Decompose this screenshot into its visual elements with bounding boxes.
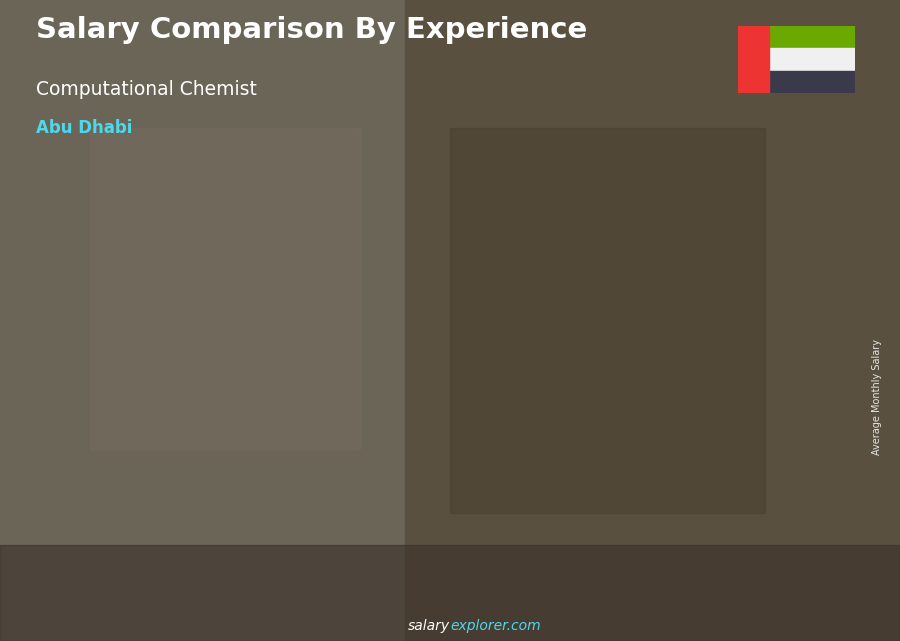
- Polygon shape: [389, 383, 405, 590]
- Bar: [738, 26, 855, 48]
- Bar: [450, 128, 765, 513]
- Bar: [0, 545, 900, 641]
- Bar: [405, 0, 900, 641]
- Text: 28,700 AED: 28,700 AED: [323, 374, 397, 387]
- FancyBboxPatch shape: [68, 476, 140, 590]
- Text: +9%: +9%: [518, 256, 560, 274]
- Polygon shape: [637, 316, 653, 590]
- Text: +30%: +30%: [264, 305, 318, 324]
- FancyBboxPatch shape: [441, 349, 513, 590]
- Bar: [90, 128, 360, 449]
- Text: 37,900 AED: 37,900 AED: [571, 310, 644, 322]
- Polygon shape: [761, 301, 777, 590]
- FancyBboxPatch shape: [193, 437, 265, 590]
- Polygon shape: [441, 339, 529, 349]
- Text: Average Monthly Salary: Average Monthly Salary: [872, 340, 883, 455]
- Text: 16,400 AED: 16,400 AED: [75, 459, 148, 472]
- Text: +5%: +5%: [642, 249, 684, 267]
- Text: Computational Chemist: Computational Chemist: [36, 80, 256, 99]
- Text: +34%: +34%: [140, 356, 194, 374]
- FancyBboxPatch shape: [565, 326, 637, 590]
- Polygon shape: [317, 383, 405, 390]
- Bar: [0, 0, 405, 641]
- Polygon shape: [265, 430, 281, 590]
- Text: Salary Comparison By Experience: Salary Comparison By Experience: [36, 16, 587, 44]
- Polygon shape: [140, 471, 157, 590]
- Bar: [738, 71, 855, 93]
- Text: 39,900 AED: 39,900 AED: [695, 296, 769, 309]
- Text: 22,100 AED: 22,100 AED: [199, 419, 272, 432]
- FancyBboxPatch shape: [689, 313, 761, 590]
- Polygon shape: [513, 339, 529, 590]
- Text: Abu Dhabi: Abu Dhabi: [36, 119, 132, 137]
- Polygon shape: [565, 316, 653, 326]
- Polygon shape: [689, 301, 777, 313]
- Bar: [738, 48, 855, 71]
- Text: explorer.com: explorer.com: [450, 619, 541, 633]
- FancyBboxPatch shape: [317, 390, 389, 590]
- Bar: [738, 26, 770, 93]
- Polygon shape: [68, 471, 157, 476]
- Text: salary: salary: [408, 619, 450, 633]
- Text: +21%: +21%: [388, 269, 441, 287]
- Polygon shape: [193, 430, 281, 437]
- Text: 34,700 AED: 34,700 AED: [447, 332, 520, 345]
